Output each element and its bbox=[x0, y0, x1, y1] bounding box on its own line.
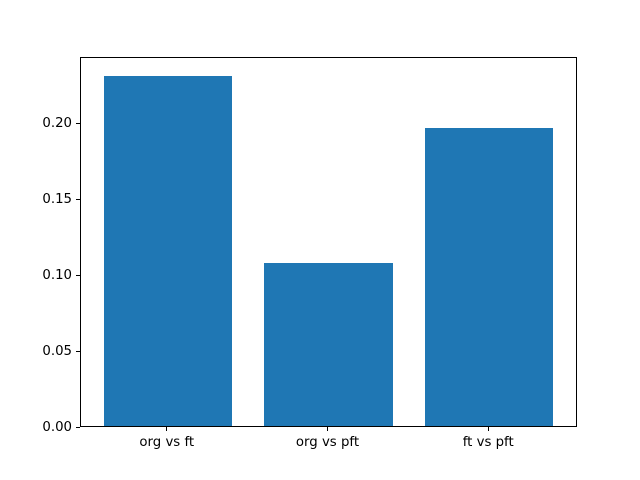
bar-org-vs-ft bbox=[103, 75, 233, 426]
bar-org-vs-pft bbox=[264, 262, 393, 426]
y-tick-label: 0.10 bbox=[42, 267, 72, 283]
x-tick-mark bbox=[166, 427, 168, 431]
y-tick-label: 0.15 bbox=[42, 191, 72, 207]
x-tick-label: ft vs pft bbox=[462, 435, 514, 450]
x-tick-mark bbox=[487, 427, 489, 431]
plot-area bbox=[80, 57, 577, 427]
bar-ft-vs-pft bbox=[424, 128, 554, 426]
y-tick-label: 0.00 bbox=[42, 419, 72, 435]
y-tick-mark bbox=[76, 350, 80, 352]
x-tick-label: org vs pft bbox=[295, 435, 360, 450]
y-tick-label: 0.20 bbox=[42, 115, 72, 131]
y-tick-mark bbox=[76, 198, 80, 200]
y-tick-mark bbox=[76, 122, 80, 124]
y-tick-mark bbox=[76, 426, 80, 428]
y-tick-mark bbox=[76, 274, 80, 276]
y-tick-label: 0.05 bbox=[42, 343, 72, 359]
x-tick-mark bbox=[327, 427, 328, 431]
x-tick-label: org vs ft bbox=[139, 435, 195, 450]
